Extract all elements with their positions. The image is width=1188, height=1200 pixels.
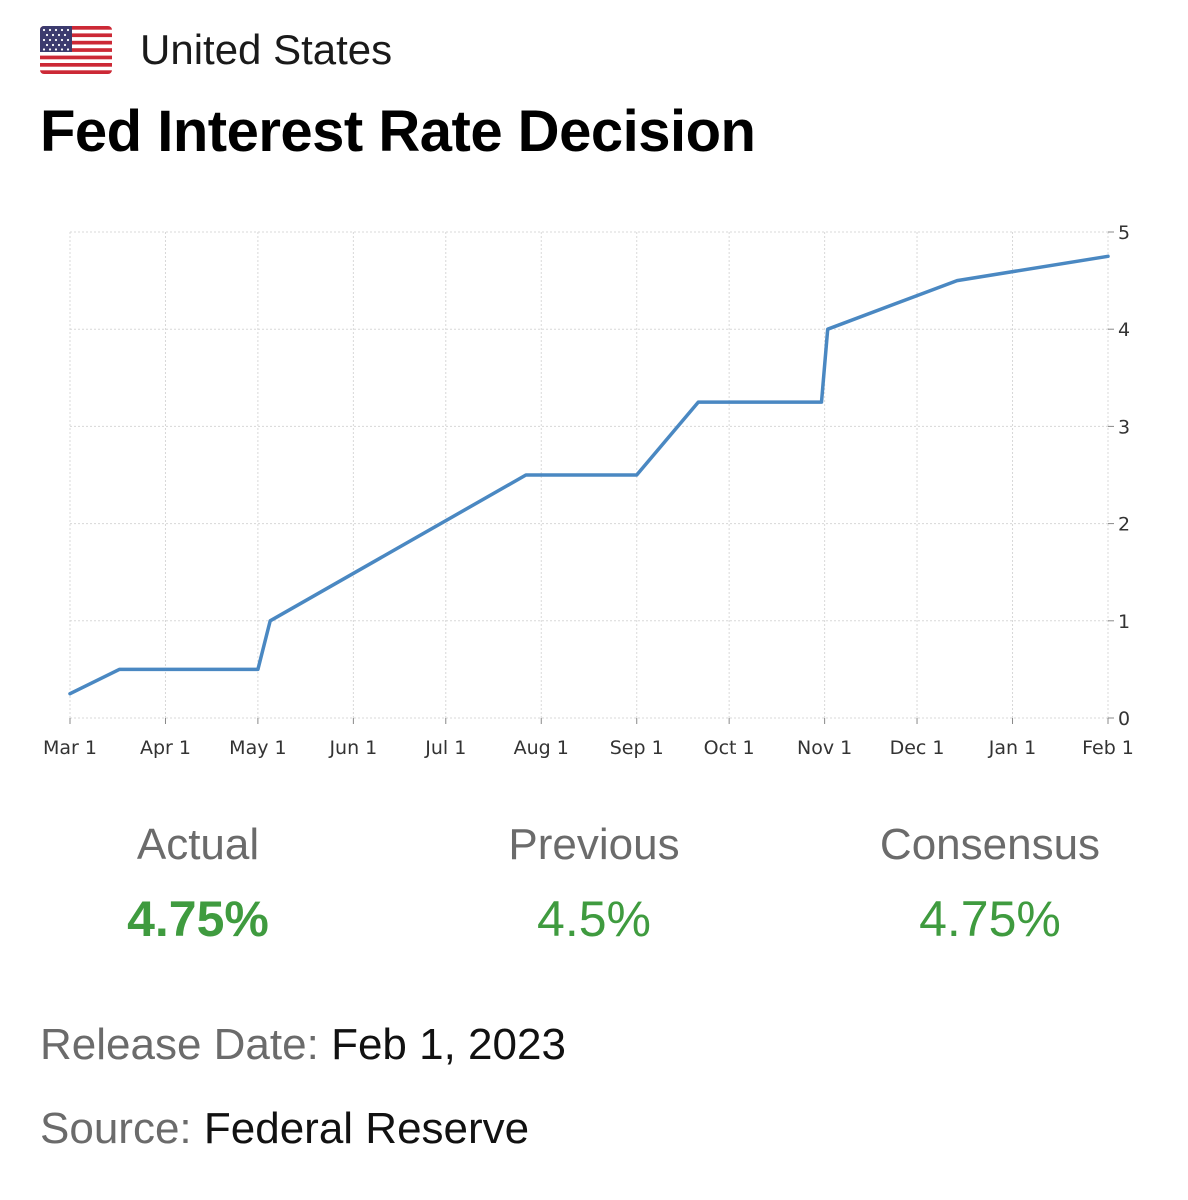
page-title: Fed Interest Rate Decision — [40, 99, 756, 164]
release-date-value: Feb 1, 2023 — [331, 1020, 566, 1069]
chart-grid — [69, 231, 1109, 719]
rate-series-line — [68, 254, 1110, 696]
x-tick-label: Aug 1 — [514, 737, 569, 759]
source-value: Federal Reserve — [203, 1104, 530, 1153]
y-tick-label: 5 — [1118, 222, 1130, 244]
x-tick-label: May 1 — [229, 737, 286, 759]
release-date-row: Release Date: Feb 1, 2023 — [40, 1020, 566, 1070]
x-tick-label: Nov 1 — [797, 737, 852, 759]
x-tick-label: Jul 1 — [424, 737, 466, 759]
x-tick-label: Sep 1 — [610, 737, 664, 759]
previous-label: Previous — [508, 820, 680, 869]
us-flag-icon — [40, 26, 112, 74]
actual-label: Actual — [136, 820, 260, 869]
release-date-label: Release Date: — [40, 1020, 319, 1069]
source-row: Source: Federal Reserve — [40, 1104, 529, 1154]
y-tick-label: 2 — [1118, 514, 1130, 536]
actual-stat: Actual 4.75% — [28, 820, 368, 948]
consensus-value: 4.75% — [919, 891, 1061, 947]
y-tick-label: 1 — [1118, 611, 1130, 633]
chart-series — [68, 254, 1110, 696]
x-tick-label: Feb 1 — [1082, 737, 1134, 759]
y-tick-label: 4 — [1118, 319, 1130, 341]
x-tick-label: Jan 1 — [988, 737, 1036, 759]
chart-axes: 0 1 2 3 4 5 Mar 1 Apr 1 May 1 Jun 1 Jul 1 Aug 1 Sep … — [43, 222, 1134, 759]
x-tick-label: Jun 1 — [328, 737, 377, 759]
x-tick-label: Dec 1 — [890, 737, 945, 759]
country-label: United States — [140, 26, 393, 73]
y-tick-label: 3 — [1118, 416, 1130, 438]
y-tick-label: 0 — [1118, 708, 1130, 730]
source-label: Source: — [40, 1104, 192, 1153]
header: United States — [40, 22, 392, 78]
consensus-label: Consensus — [879, 820, 1101, 869]
x-tick-label: Mar 1 — [43, 737, 97, 759]
rate-line-chart: 0 1 2 3 4 5 Mar 1 Apr 1 May 1 Jun 1 Jul 1 Aug 1 Sep … — [43, 222, 1134, 759]
previous-value: 4.5% — [537, 891, 651, 947]
consensus-stat: Consensus 4.75% — [820, 820, 1160, 948]
x-tick-label: Oct 1 — [704, 737, 755, 759]
x-tick-label: Apr 1 — [140, 737, 191, 759]
previous-stat: Previous 4.5% — [424, 820, 764, 948]
actual-value: 4.75% — [127, 891, 269, 947]
